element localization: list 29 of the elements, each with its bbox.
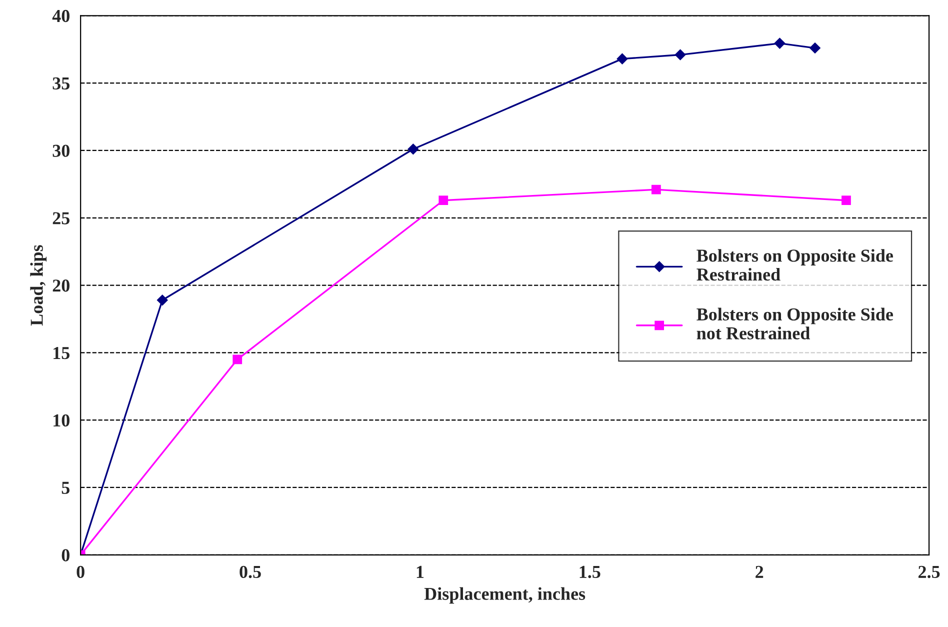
x-tick-label: 1.5 [580,566,600,578]
x-tick-label: 2 [756,566,764,578]
y-tick-label: 35 [52,77,70,90]
y-tick-label: 30 [52,144,70,157]
point [156,294,168,306]
y-axis-title: Load, kips [30,245,47,326]
y-tick-label: 20 [52,280,70,292]
point [842,196,851,206]
point [408,144,419,155]
x-tick-label: 0.5 [240,566,261,578]
y-tick-label: 25 [52,212,70,224]
x-tick-label: 0 [76,566,84,578]
point [674,49,686,60]
legend-label: Bolsters on Opposite Side Restrained [696,249,894,281]
y-tick-label: 40 [52,10,70,22]
legend-label: Bolsters on Opposite Side not Restrained [696,308,894,340]
point [774,38,786,49]
x-axis-title: Displacement, inches [424,587,586,604]
y-tick-label: 5 [62,482,70,494]
y-tick-label: 10 [54,414,70,427]
point [438,196,448,206]
y-tick-label: 15 [54,347,70,360]
y-tick-label: 0 [62,549,70,562]
x-tick-label: 2.5 [918,566,940,578]
point [651,184,661,194]
x-tick-label: 1 [416,566,424,578]
point [810,42,820,54]
point [616,53,628,64]
point [232,354,242,364]
